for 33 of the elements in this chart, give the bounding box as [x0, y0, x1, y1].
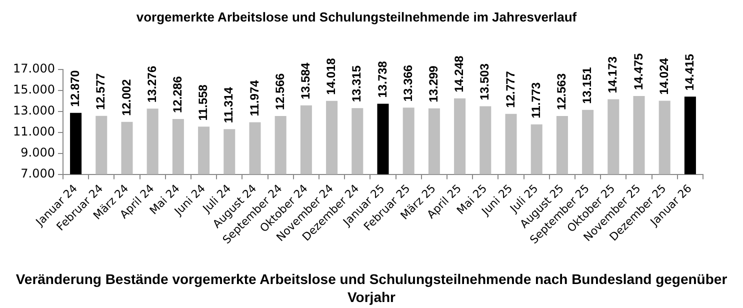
y-tick-label: 17.000	[12, 62, 55, 76]
data-label: 12.577	[94, 72, 108, 110]
data-label: 12.002	[119, 78, 134, 116]
data-label: 12.566	[272, 72, 287, 110]
data-label: 11.974	[247, 80, 262, 116]
data-label: 13.151	[580, 66, 594, 104]
y-tick-label: 15.000	[12, 82, 55, 97]
y-tick-label: 7.000	[20, 166, 55, 180]
data-label: 13.276	[144, 66, 159, 103]
data-label: 11.558	[196, 84, 210, 121]
y-tick-label: 13.000	[12, 104, 55, 118]
data-label: 14.248	[452, 55, 466, 92]
data-label: 14.018	[324, 58, 338, 95]
data-label: 12.777	[503, 70, 518, 108]
data-label: 12.870	[68, 70, 82, 107]
data-label: 11.314	[222, 86, 236, 124]
data-label: 12.563	[554, 73, 569, 110]
data-label: 13.584	[298, 62, 313, 100]
y-tick-label: 11.000	[12, 124, 55, 139]
chart-title: vorgemerkte Arbeitslose und Schulungsteilnehmende im Jahresverlauf	[136, 9, 578, 24]
data-label: 14.415	[682, 54, 697, 91]
data-label: 14.475	[631, 53, 646, 90]
data-label: 11.773	[528, 82, 543, 118]
data-label: 14.024	[656, 58, 671, 95]
y-tick-label: 9.000	[20, 145, 55, 160]
data-label: 13.366	[400, 64, 415, 102]
data-label: 14.173	[606, 56, 620, 94]
data-label: 13.503	[478, 63, 492, 100]
data-label: 13.315	[350, 65, 364, 102]
data-label: 13.299	[426, 65, 441, 102]
data-label: 13.738	[375, 60, 390, 98]
data-label: 12.286	[170, 76, 185, 113]
text: Veränderung Bestände vorgemerkte Arbeitslose und Schulungsteilnehmende nach Bundesland gegenüber Vorjahr	[14, 270, 728, 306]
